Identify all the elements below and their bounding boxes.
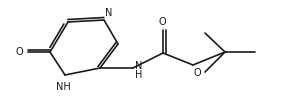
Text: NH: NH <box>56 82 70 92</box>
Text: N: N <box>135 61 142 71</box>
Text: H: H <box>135 70 142 80</box>
Text: O: O <box>158 17 166 27</box>
Text: O: O <box>15 47 23 57</box>
Text: N: N <box>105 8 113 18</box>
Text: O: O <box>193 68 201 78</box>
